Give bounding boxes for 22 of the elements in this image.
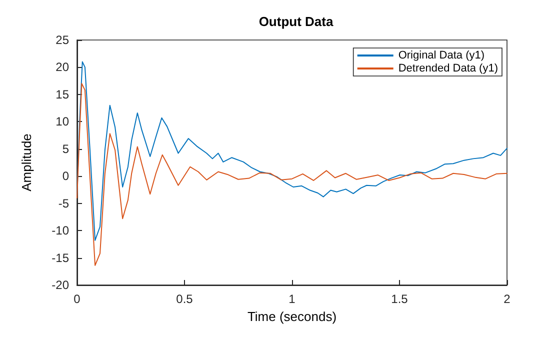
x-tick-label: 2: [504, 292, 511, 306]
y-tick-label: 0: [62, 169, 70, 184]
legend-label: Original Data (y1): [398, 50, 485, 62]
x-axis-title: Time (seconds): [247, 308, 337, 324]
line-series: [76, 61, 508, 241]
y-tick-label: -20: [52, 278, 70, 292]
y-tick-label: -10: [52, 224, 70, 238]
legend-label: Detrended Data (y1): [398, 62, 498, 74]
line-series: [76, 83, 508, 266]
y-tick-label: 25: [56, 33, 70, 47]
x-tick-label: 1.5: [391, 292, 408, 306]
y-tick-label: 15: [56, 87, 70, 102]
y-tick-label: -5: [58, 196, 70, 210]
chart-title: Output Data: [258, 14, 334, 29]
x-tick-label: 1: [288, 292, 296, 306]
y-tick-label: 20: [56, 60, 70, 74]
y-tick-label: 5: [62, 142, 70, 156]
x-tick-label: 0: [74, 292, 81, 306]
y-axis-title: Amplitude: [19, 134, 34, 192]
y-tick-label: -15: [52, 250, 70, 265]
y-tick-label: 10: [56, 114, 70, 129]
x-tick-label: 0.5: [176, 292, 194, 306]
